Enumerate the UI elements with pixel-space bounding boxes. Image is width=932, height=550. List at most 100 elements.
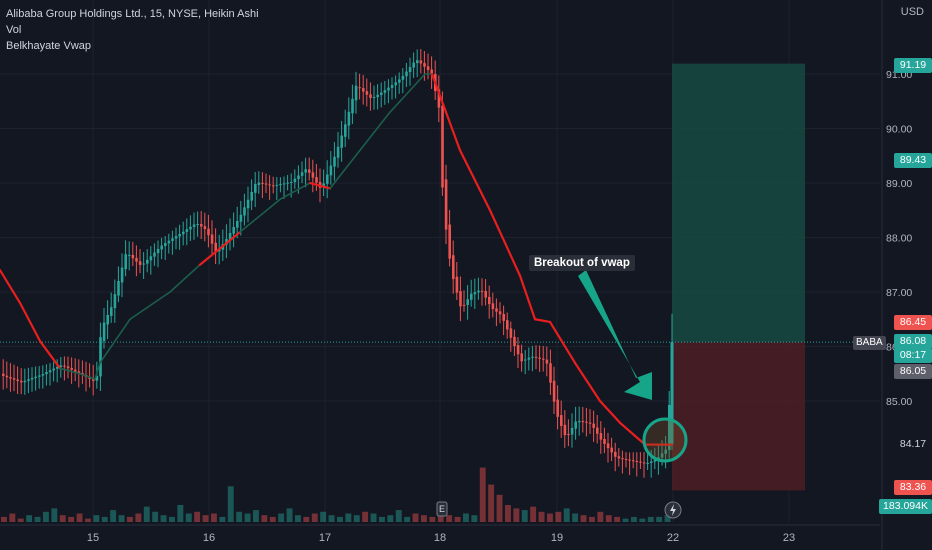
volume-bar	[429, 516, 436, 522]
y-tick-label: 88.00	[886, 233, 912, 245]
vwap-segment	[430, 72, 462, 152]
volume-bar	[286, 508, 293, 522]
volume-bar	[160, 515, 167, 522]
annotation-label[interactable]: Breakout of vwap	[529, 255, 635, 271]
volume-bar	[169, 516, 175, 522]
candle-body	[488, 296, 491, 305]
candle-body	[624, 458, 628, 460]
candle-body	[542, 358, 545, 360]
volume-bar	[370, 513, 377, 522]
candle-body	[279, 184, 282, 186]
candle-body	[99, 337, 102, 377]
candle-body	[362, 88, 365, 92]
candle-body	[243, 207, 246, 216]
candle-body	[203, 226, 207, 230]
candle-body	[455, 276, 459, 293]
volume-bar	[496, 494, 503, 522]
vwap-segment	[79, 372, 96, 381]
candle-body	[369, 94, 372, 98]
candle-body	[574, 421, 577, 429]
vwap-segment	[359, 111, 391, 152]
candle-body	[452, 255, 455, 280]
candle-body	[380, 92, 383, 96]
legend-vol[interactable]: Vol	[6, 24, 22, 36]
volume-bar	[353, 515, 360, 522]
y-tick-label: 87.00	[886, 287, 912, 299]
x-tick-label: 22	[667, 532, 679, 544]
legend-title[interactable]: Alibaba Group Holdings Ltd., 15, NYSE, H…	[6, 8, 259, 20]
candle-body	[189, 226, 192, 230]
candle-body	[207, 228, 210, 236]
volume-bar	[530, 506, 537, 522]
candle-body	[232, 227, 235, 234]
volume-bar	[227, 486, 234, 522]
candle-body	[282, 183, 286, 185]
candle-body	[473, 292, 477, 295]
volume-tag: 183.094K	[879, 499, 932, 514]
candle-body	[286, 182, 289, 184]
candle-body	[477, 290, 480, 293]
candle-body	[599, 433, 603, 440]
countdown-tag: 08:17	[894, 348, 932, 363]
volume-bar	[362, 511, 369, 522]
candle-body	[570, 428, 574, 435]
candle-body	[45, 372, 48, 375]
candle-body	[52, 368, 55, 371]
candle-body	[578, 421, 581, 423]
volume-bar	[563, 508, 570, 522]
candle-body	[12, 378, 16, 380]
candle-body	[106, 314, 109, 325]
vwap-segment	[618, 421, 647, 446]
candle-body	[358, 87, 361, 89]
candle-body	[401, 75, 405, 80]
annotation-overlay: E	[436, 270, 688, 519]
candle-body	[340, 135, 343, 148]
candle-body	[275, 184, 279, 186]
vwap-segment	[458, 149, 492, 212]
vwap-segment	[169, 263, 201, 293]
candle-body	[552, 380, 556, 402]
candle-body	[632, 460, 635, 462]
volume-bar	[471, 515, 478, 522]
target-zone	[672, 63, 805, 343]
candle-body	[135, 257, 138, 262]
volume-bar	[639, 518, 646, 522]
volume-bar	[185, 513, 192, 522]
candle-body	[437, 89, 441, 108]
candle-body	[138, 261, 142, 265]
volume-bar	[605, 515, 612, 522]
volume-bar	[488, 484, 495, 522]
candle-body	[63, 365, 66, 367]
volume-bar	[236, 511, 243, 522]
volume-bar	[337, 516, 343, 522]
candle-body	[113, 294, 117, 309]
x-tick-label: 16	[203, 532, 215, 544]
candle-body	[200, 224, 203, 227]
candle-body	[426, 66, 430, 70]
candle-body	[264, 183, 268, 185]
volume-bar	[631, 516, 637, 522]
volume-bar	[26, 515, 33, 522]
volume-bar	[622, 518, 629, 522]
candle-body	[545, 359, 549, 364]
breakout-circle	[642, 417, 688, 463]
candle-body	[304, 169, 307, 173]
candle-body	[628, 459, 631, 461]
volume-bar	[219, 516, 226, 522]
candle-body	[592, 423, 595, 428]
candle-body	[509, 328, 513, 338]
candle-body	[214, 242, 217, 253]
candle-body	[315, 177, 318, 183]
volume-bar	[555, 511, 562, 522]
volume-bar	[17, 518, 24, 522]
legend-indicator[interactable]: Belkhayate Vwap	[6, 40, 91, 52]
candle-body	[495, 308, 498, 312]
candle-body	[534, 356, 538, 358]
volume-bar	[412, 513, 419, 522]
candle-body	[653, 459, 657, 462]
x-tick-label: 19	[551, 532, 563, 544]
currency-label[interactable]: USD	[900, 6, 924, 18]
vwap-segment	[488, 209, 522, 277]
